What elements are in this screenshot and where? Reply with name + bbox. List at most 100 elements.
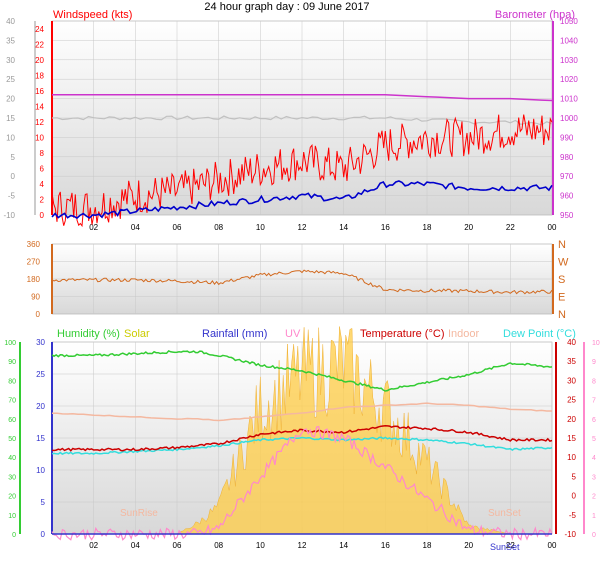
wind-left-outer-tick: 25 (6, 75, 15, 84)
wind-left-inner-tick: 24 (35, 25, 44, 34)
uv-tick: 8 (592, 378, 596, 385)
wind-left-inner-tick: 10 (35, 134, 44, 143)
direction-compass-tick: N (558, 239, 566, 251)
gust-line (51, 180, 553, 220)
direction-compass-tick: W (558, 257, 569, 269)
rainfall-tick: 5 (41, 498, 46, 507)
x-tick-climate: 20 (464, 541, 473, 550)
x-axis-tick-labels: 02 02 04 04 06 06 08 08 10 10 12 12 14 14 16 16 18 18 20 20… (89, 223, 557, 550)
humidity-line (51, 349, 553, 392)
rainfall-tick-labels: 30 25 20 15 10 5 0 (36, 338, 45, 539)
x-tick-climate: 16 (381, 541, 390, 550)
direction-line (51, 269, 553, 295)
wind-left-outer-tick: 10 (6, 133, 15, 142)
barometer-tick: 1000 (560, 114, 578, 123)
barometer-tick: 1040 (560, 36, 578, 45)
wind-left-inner-tick: 20 (35, 56, 44, 65)
x-tick-climate: 02 (89, 541, 98, 550)
humidity-tick: 60 (8, 417, 16, 424)
wind-left-outer-tick: 30 (6, 56, 15, 65)
x-tick-wind: 06 (173, 223, 182, 232)
barometer-tick: 990 (560, 133, 574, 142)
barometer-tick-labels: 1050 1040 1030 1020 1010 1000 990 980 970 960 950 (560, 17, 578, 220)
x-tick-climate: 00 (548, 541, 557, 550)
x-tick-climate: 04 (131, 541, 140, 550)
wind-left-inner-tick: 8 (40, 149, 45, 158)
uv-title: UV (285, 328, 301, 340)
x-tick-climate: 22 (506, 541, 515, 550)
direction-degree-tick: 180 (27, 275, 41, 284)
wind-left-inner-tick: 4 (40, 180, 45, 189)
humidity-tick: 0 (12, 532, 16, 539)
x-tick-wind: 04 (131, 223, 140, 232)
barometer-axis-title: Barometer (hpa) (495, 9, 575, 21)
dewpoint-title: Dew Point (°C) (503, 328, 576, 340)
direction-compass-tick: E (558, 292, 565, 304)
wind-left-outer-tick: 35 (6, 36, 15, 45)
barometer-tick: 970 (560, 172, 574, 181)
uv-tick: 0 (592, 532, 596, 539)
x-tick-climate: 10 (256, 541, 265, 550)
uv-tick: 5 (592, 436, 596, 443)
uv-tick: 9 (592, 359, 596, 366)
windspeed-axis-title: Windspeed (kts) (53, 9, 132, 21)
wind-left-outer-tick: 20 (6, 95, 15, 104)
wind-left-outer-tick: 0 (11, 172, 16, 181)
temperature-tick: 35 (567, 357, 576, 366)
wind-left-inner-tick: 0 (40, 211, 45, 220)
rainfall-tick: 30 (36, 338, 45, 347)
humidity-tick: 40 (8, 455, 16, 462)
uv-tick: 4 (592, 455, 596, 462)
barometer-tick: 1010 (560, 95, 578, 104)
axis-bars (19, 21, 585, 534)
uv-line (51, 425, 553, 541)
indoor-title: Indoor (448, 328, 480, 340)
x-tick-wind: 02 (89, 223, 98, 232)
x-tick-wind: 18 (423, 223, 432, 232)
x-tick-wind: 08 (214, 223, 223, 232)
barometer-trend-line (51, 115, 553, 126)
uv-tick: 6 (592, 417, 596, 424)
rainfall-title: Rainfall (mm) (202, 328, 267, 340)
x-tick-wind: 22 (506, 223, 515, 232)
direction-compass-tick: N (558, 309, 566, 321)
temperature-line (51, 425, 553, 452)
temperature-tick: -5 (569, 511, 577, 520)
temperature-tick: 5 (572, 472, 577, 481)
wind-left-outer-tick: 40 (6, 17, 15, 26)
humidity-tick: 20 (8, 494, 16, 501)
humidity-tick: 90 (8, 359, 16, 366)
uv-tick: 2 (592, 494, 596, 501)
x-tick-wind: 14 (339, 223, 348, 232)
temperature-tick: -10 (564, 530, 576, 539)
temperature-tick-labels: 40 35 30 25 20 15 10 5 0 -5 -10 (564, 338, 576, 539)
humidity-tick: 50 (8, 436, 16, 443)
humidity-tick: 70 (8, 398, 16, 405)
temperature-tick: 15 (567, 434, 576, 443)
x-tick-climate: 18 (423, 541, 432, 550)
temperature-tick: 20 (567, 415, 576, 424)
x-tick-wind: 10 (256, 223, 265, 232)
barometer-tick: 1020 (560, 75, 578, 84)
humidity-tick: 10 (8, 513, 16, 520)
barometer-tick: 1030 (560, 56, 578, 65)
wind-left-outer-tick: 5 (11, 153, 16, 162)
x-tick-wind: 16 (381, 223, 390, 232)
x-tick-wind: 00 (548, 223, 557, 232)
uv-tick: 1 (592, 513, 596, 520)
humidity-tick: 100 (4, 340, 16, 347)
wind-left-outer-tick: -10 (3, 211, 15, 220)
sunset-label: SunSet (488, 508, 521, 519)
temperature-tick: 25 (567, 396, 576, 405)
temperature-tick: 30 (567, 376, 576, 385)
x-tick-wind: 20 (464, 223, 473, 232)
temperature-tick: 10 (567, 453, 576, 462)
wind-left-outer-tick-labels: 40 35 30 25 20 15 10 5 0 -5 -10 (3, 17, 15, 220)
direction-degree-tick-labels: 360 270 180 90 0 (27, 240, 41, 319)
